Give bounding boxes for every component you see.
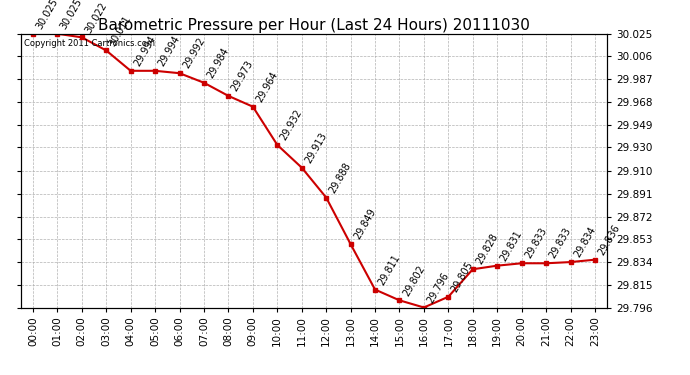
- Text: 29.831: 29.831: [499, 229, 524, 263]
- Text: 29.984: 29.984: [206, 46, 231, 80]
- Text: 30.022: 30.022: [83, 0, 109, 34]
- Text: 29.994: 29.994: [157, 34, 182, 68]
- Text: 29.811: 29.811: [377, 253, 402, 287]
- Text: 29.836: 29.836: [596, 223, 622, 257]
- Text: 30.011: 30.011: [108, 13, 133, 48]
- Text: 29.834: 29.834: [572, 225, 598, 259]
- Text: 30.025: 30.025: [34, 0, 60, 31]
- Text: 29.913: 29.913: [303, 130, 328, 165]
- Text: 29.994: 29.994: [132, 34, 157, 68]
- Text: Copyright 2011 Cartronics.com: Copyright 2011 Cartronics.com: [23, 39, 155, 48]
- Text: 29.833: 29.833: [547, 226, 573, 261]
- Text: 29.833: 29.833: [523, 226, 549, 261]
- Text: 30.025: 30.025: [59, 0, 84, 31]
- Text: 29.973: 29.973: [230, 59, 255, 93]
- Text: 29.992: 29.992: [181, 36, 206, 70]
- Text: 29.805: 29.805: [450, 260, 475, 294]
- Text: 29.932: 29.932: [279, 108, 304, 142]
- Text: 29.802: 29.802: [401, 263, 426, 297]
- Text: 29.849: 29.849: [352, 207, 377, 242]
- Text: 29.964: 29.964: [254, 70, 279, 104]
- Text: 29.796: 29.796: [425, 270, 451, 305]
- Text: 29.888: 29.888: [328, 160, 353, 195]
- Text: 29.828: 29.828: [474, 232, 500, 267]
- Title: Barometric Pressure per Hour (Last 24 Hours) 20111030: Barometric Pressure per Hour (Last 24 Ho…: [98, 18, 530, 33]
